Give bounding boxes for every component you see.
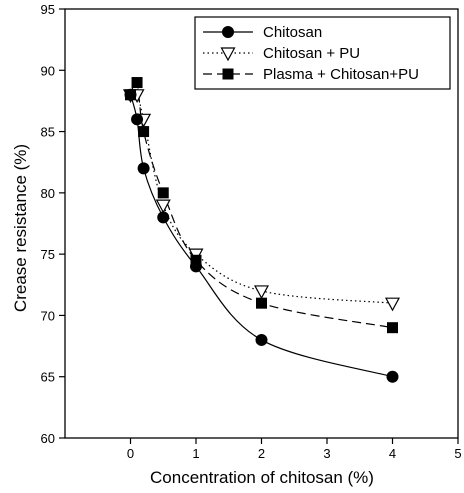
- y-tick-label: 80: [41, 186, 55, 201]
- y-tick-label: 60: [41, 431, 55, 446]
- data-point-series-0: [131, 113, 144, 126]
- legend-box: [194, 16, 451, 90]
- y-tick-label: 85: [41, 125, 55, 140]
- legend-label: Plasma + Chitosan+PU: [263, 66, 419, 83]
- y-tick-label: 90: [41, 63, 55, 78]
- data-point-series-2: [157, 187, 169, 199]
- data-point-series-0: [137, 162, 150, 175]
- legend-label: Chitosan + PU: [263, 45, 360, 62]
- legend: Chitosan Chitosan + PU Plasma + Chitosan+P…: [194, 16, 451, 90]
- data-point-series-0: [190, 260, 202, 273]
- legend-marker: [220, 47, 236, 62]
- data-point-series-0: [386, 370, 399, 383]
- data-point-series-2: [190, 254, 202, 266]
- legend-label: Chitosan: [263, 24, 322, 41]
- legend-marker: [222, 26, 234, 38]
- y-tick-label: 65: [41, 370, 55, 385]
- x-axis-title: Concentration of chitosan (%): [150, 468, 374, 487]
- axes: 0 1 2 3 4 5 60 65 70 75 80 85 90 95: [41, 2, 462, 461]
- y-axis-title: Crease resistance (%): [11, 144, 30, 312]
- series-markers: [122, 77, 401, 383]
- x-tick-label: 1: [192, 446, 199, 461]
- data-point-series-1: [253, 285, 270, 300]
- data-point-series-2: [138, 126, 150, 138]
- x-tick-label: 5: [454, 446, 461, 461]
- data-point-series-0: [124, 88, 137, 101]
- data-point-series-2: [256, 297, 267, 309]
- data-point-series-0: [255, 333, 268, 346]
- y-tick-label: 70: [41, 308, 55, 323]
- y-tick-label: 75: [41, 247, 55, 262]
- legend-marker: [222, 68, 234, 80]
- data-point-series-1: [384, 297, 401, 312]
- x-tick-label: 4: [389, 446, 396, 461]
- series-line-1: [130, 92, 393, 304]
- series-lines: [129, 80, 393, 378]
- data-point-series-2: [131, 77, 143, 89]
- data-point-series-2: [387, 322, 398, 334]
- x-tick-label: 3: [323, 446, 330, 461]
- data-point-series-1: [155, 199, 171, 214]
- data-point-series-0: [157, 211, 170, 224]
- x-tick-label: 0: [127, 446, 134, 461]
- y-tick-label: 95: [41, 2, 55, 17]
- x-tick-label: 2: [258, 446, 265, 461]
